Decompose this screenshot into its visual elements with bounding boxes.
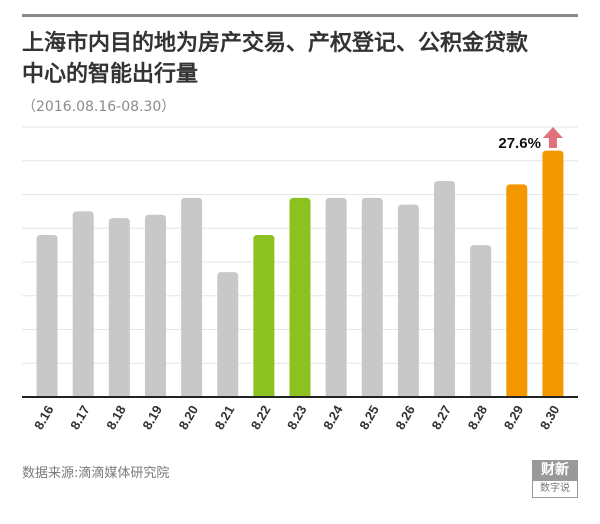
x-tick-label: 8.29 bbox=[501, 403, 527, 432]
bar-8.26 bbox=[397, 204, 419, 397]
x-tick-label: 8.23 bbox=[284, 403, 310, 432]
x-tick-label: 8.16 bbox=[31, 403, 57, 432]
x-tick-label: 8.22 bbox=[248, 403, 274, 432]
data-source: 数据来源:滴滴媒体研究院 bbox=[22, 466, 170, 481]
bar-8.18 bbox=[108, 218, 130, 397]
x-tick-label: 8.19 bbox=[139, 403, 165, 432]
x-tick-label: 8.21 bbox=[212, 403, 238, 432]
bar-8.28 bbox=[470, 245, 492, 397]
bar-8.16 bbox=[36, 235, 58, 397]
x-tick-label: 8.20 bbox=[176, 403, 202, 432]
bar-8.21 bbox=[217, 272, 239, 397]
chart-title: 上海市内目的地为房产交易、产权登记、公积金贷款中心的智能出行量 bbox=[22, 31, 529, 87]
up-arrow-icon bbox=[542, 127, 563, 148]
x-tick-label: 8.30 bbox=[537, 403, 563, 432]
bar-8.24 bbox=[325, 197, 347, 397]
bar-8.30 bbox=[542, 150, 564, 397]
bar-8.29 bbox=[506, 184, 528, 397]
caixin-logo: 财新 数字说 bbox=[532, 460, 578, 500]
x-tick-label: 8.18 bbox=[103, 403, 129, 432]
x-tick-label: 8.26 bbox=[392, 403, 418, 432]
x-tick-label: 8.25 bbox=[356, 403, 382, 432]
top-rule bbox=[22, 14, 578, 17]
bar-8.23 bbox=[289, 197, 311, 397]
bar-8.27 bbox=[434, 181, 456, 397]
annotation-label: 27.6% bbox=[498, 135, 541, 152]
chart-subtitle: （2016.08.16-08.30） bbox=[22, 99, 176, 115]
x-tick-label: 8.27 bbox=[428, 403, 454, 432]
bar-8.25 bbox=[361, 197, 383, 397]
bar-8.20 bbox=[181, 197, 203, 397]
bar-8.22 bbox=[253, 235, 275, 397]
x-tick-label: 8.28 bbox=[465, 403, 491, 432]
bar-8.17 bbox=[72, 211, 94, 397]
logo-line1: 财新 bbox=[532, 460, 578, 480]
x-tick-label: 8.17 bbox=[67, 403, 93, 432]
bar-8.19 bbox=[144, 214, 166, 397]
logo-line2: 数字说 bbox=[532, 480, 578, 498]
x-tick-label: 8.24 bbox=[320, 402, 346, 432]
